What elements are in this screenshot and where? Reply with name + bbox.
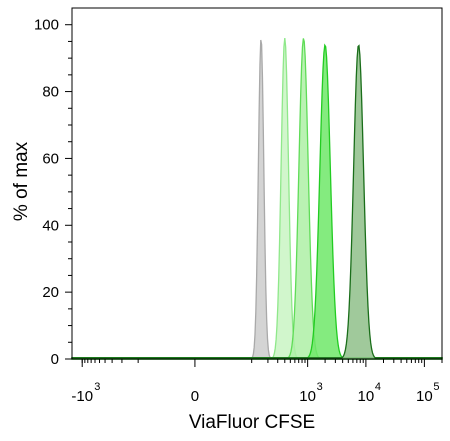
x-tick-label-group: 103 xyxy=(299,381,322,405)
y-tick-label: 100 xyxy=(34,17,59,34)
series-5-histogram xyxy=(71,44,443,360)
x-tick-label: 0 xyxy=(191,388,199,405)
series-layer xyxy=(71,38,443,360)
x-tick-label: 10 xyxy=(358,388,375,405)
x-tick-label: 10 xyxy=(299,388,316,405)
y-axis: 0 20 40 60 80 100 xyxy=(34,17,72,368)
x-tick-label-group: 105 xyxy=(416,381,439,405)
y-tick-label: 80 xyxy=(42,84,59,101)
x-tick-label-group: 104 xyxy=(358,381,381,405)
x-axis-title: ViaFluor CFSE xyxy=(189,412,315,433)
y-tick-label: 20 xyxy=(42,284,59,301)
y-tick-label: 60 xyxy=(42,150,59,167)
y-axis-title: % of max xyxy=(11,141,32,221)
x-tick-exponent: 4 xyxy=(375,381,381,393)
x-tick-label: -10 xyxy=(71,388,93,405)
x-tick-exponent: 3 xyxy=(317,381,323,393)
x-tick-exponent: 5 xyxy=(433,381,439,393)
x-tick-exponent: 3 xyxy=(94,381,100,393)
x-tick-label-group: -103 xyxy=(71,381,100,405)
y-tick-label: 40 xyxy=(42,217,59,234)
y-tick-label: 0 xyxy=(51,351,59,368)
series-1-histogram xyxy=(71,39,443,360)
x-tick-label-group: 0 xyxy=(191,388,199,405)
plot-frame xyxy=(71,7,443,360)
x-tick-label: 10 xyxy=(416,388,433,405)
